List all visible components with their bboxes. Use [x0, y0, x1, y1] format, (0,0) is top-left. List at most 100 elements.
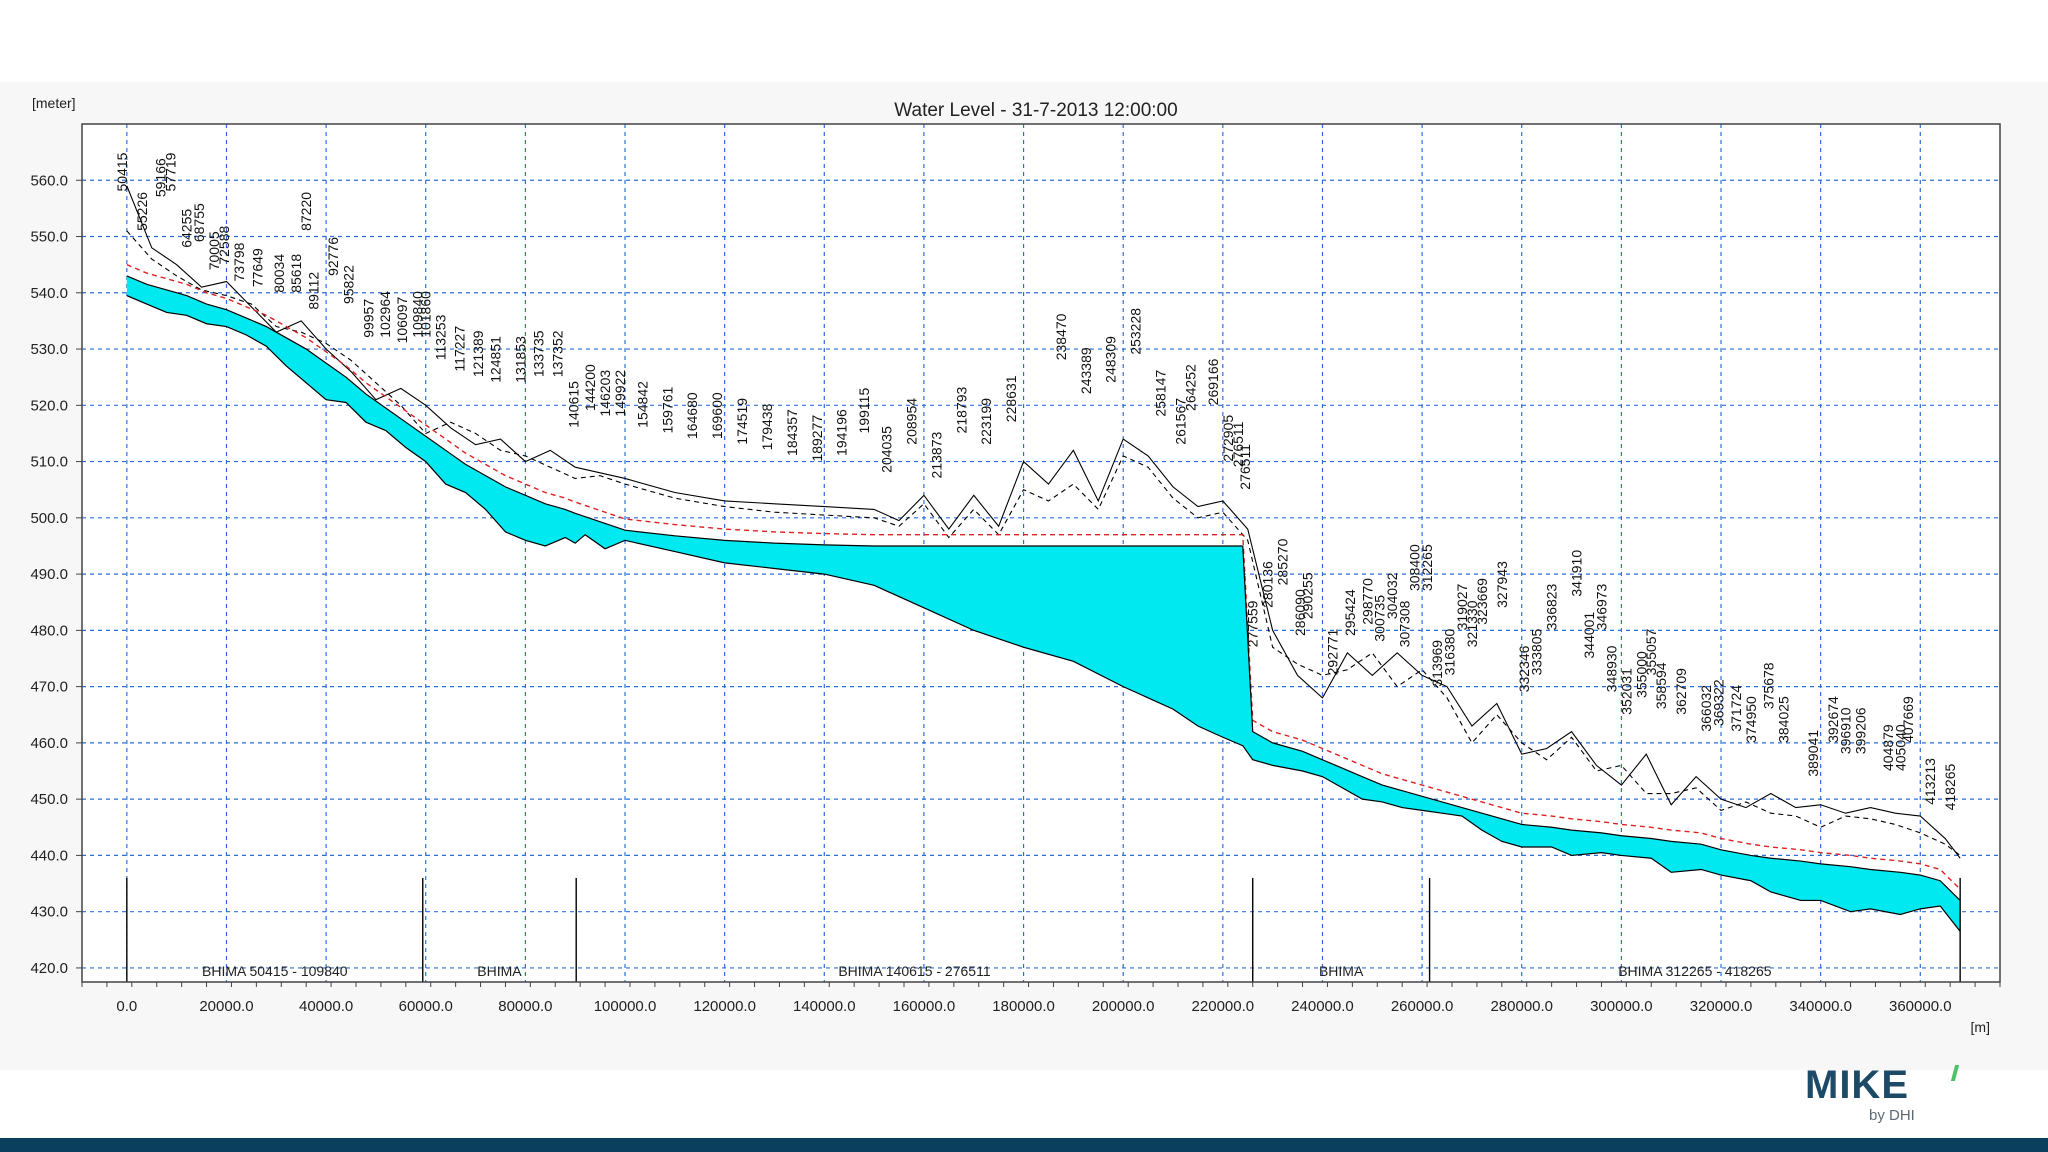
x-tick-label: 200000.0 [1092, 998, 1155, 1015]
chainage-label: 131853 [512, 336, 528, 383]
chainage-label: 101860 [418, 291, 434, 338]
chainage-label: 341910 [1569, 550, 1585, 597]
chainage-label: 184357 [784, 409, 800, 456]
chainage-label: 280136 [1260, 561, 1276, 608]
y-tick-label: 500.0 [30, 510, 68, 527]
chainage-label: 269166 [1205, 358, 1221, 405]
chainage-label: 399206 [1852, 707, 1868, 754]
chainage-label: 352031 [1618, 668, 1634, 715]
chainage-label: 374950 [1743, 696, 1759, 743]
chainage-label: 319027 [1454, 583, 1470, 630]
chainage-label: 218793 [953, 387, 969, 434]
y-tick-label: 490.0 [30, 566, 68, 583]
chainage-label: 405040 [1892, 724, 1908, 771]
chainage-label: 316380 [1441, 628, 1457, 675]
chainage-label: 164680 [684, 392, 700, 439]
chainage-label: 113253 [433, 314, 449, 360]
chainage-label: 194196 [834, 409, 850, 456]
chainage-label: 137352 [550, 330, 566, 377]
chainage-label: 312265 [1419, 544, 1435, 591]
chainage-label: 333805 [1529, 628, 1545, 675]
chainage-label: 80034 [271, 254, 287, 293]
chainage-label: 253228 [1128, 308, 1144, 355]
chainage-label: 308400 [1407, 544, 1423, 591]
water-level-line [126, 275, 1961, 901]
chainage-label: 213873 [928, 432, 944, 479]
y-tick-label: 480.0 [30, 622, 68, 639]
x-tick-label: 300000.0 [1590, 998, 1653, 1015]
water-surface [126, 275, 1961, 932]
x-tick-label: 0.0 [116, 998, 137, 1015]
chainage-label: 276511 [1230, 421, 1246, 467]
chainage-label: 371724 [1728, 685, 1744, 732]
branch-label: BHIMA 140615 - 276511 [838, 963, 991, 979]
chainage-label: 59166 [153, 158, 169, 197]
chainage-label: 117227 [452, 326, 468, 372]
chainage-label: 418265 [1942, 763, 1958, 810]
chainage-label: 50415 [114, 152, 130, 191]
chainage-label: 396910 [1838, 707, 1854, 754]
chainage-label: 169600 [709, 392, 725, 439]
y-tick-label: 530.0 [30, 341, 68, 358]
chainage-label: 208954 [903, 398, 919, 445]
chainage-label: 264252 [1182, 364, 1198, 411]
plot-border [81, 123, 2001, 983]
x-tick-label: 80000.0 [498, 998, 552, 1015]
y-tick-label: 550.0 [30, 229, 68, 246]
x-tick-label: 360000.0 [1889, 998, 1952, 1015]
chainage-label: 73798 [231, 242, 247, 281]
chainage-label: 307308 [1397, 600, 1413, 647]
chainage-label: 392674 [1825, 696, 1841, 743]
x-axis-label: [m] [1971, 1019, 1990, 1035]
x-tick-label: 320000.0 [1690, 998, 1753, 1015]
chainage-label: 64255 [179, 209, 195, 248]
y-tick-label: 540.0 [30, 285, 68, 302]
chainage-label: 389041 [1805, 730, 1821, 777]
chainage-label: 179438 [759, 403, 775, 450]
chainage-label: 228631 [1003, 375, 1019, 422]
chainage-label: 144200 [582, 364, 598, 411]
logo-subtext: by DHI [1869, 1107, 1915, 1124]
chainage-label: 154842 [634, 381, 650, 428]
chainage-label: 85618 [288, 254, 304, 293]
chart-text: Water Level - 31-7-2013 12:00:00 [meter]… [32, 95, 1990, 1035]
branch-label: BHIMA 312265 - 418265 [1618, 963, 1772, 979]
x-tick-label: 120000.0 [693, 998, 756, 1015]
chainage-label: 174519 [734, 398, 750, 445]
chainage-label: 68755 [191, 203, 207, 242]
left-bank-line [126, 185, 1961, 859]
chainage-label: 344001 [1581, 612, 1597, 659]
chainage-label: 295424 [1342, 589, 1358, 636]
chainage-label: 189277 [809, 415, 825, 462]
chainage-label: 199115 [856, 388, 872, 434]
x-tick-label: 160000.0 [893, 998, 956, 1015]
branch-label: BHIMA 50415 - 109840 [202, 963, 348, 979]
chainage-label: 109840 [410, 291, 426, 338]
y-tick-label: 470.0 [30, 679, 68, 696]
y-tick-label: 430.0 [30, 904, 68, 921]
chainage-label: 313969 [1429, 640, 1445, 687]
x-tick-label: 20000.0 [199, 998, 253, 1015]
chainage-label: 384025 [1775, 696, 1791, 743]
flood-level-line [126, 264, 1961, 890]
chainage-label: 87220 [298, 192, 314, 231]
logo-accent-mark [1950, 1065, 1960, 1081]
chainage-label: 146203 [597, 370, 613, 417]
chainage-label: 261567 [1172, 398, 1188, 445]
chainage-label: 327943 [1494, 561, 1510, 608]
x-tick-label: 280000.0 [1490, 998, 1553, 1015]
chainage-label: 102964 [377, 291, 393, 338]
y-tick-label: 560.0 [30, 172, 68, 189]
branch-label: BHIMA [477, 963, 522, 979]
chainage-label: 375678 [1760, 662, 1776, 709]
chart-title: Water Level - 31-7-2013 12:00:00 [894, 100, 1177, 121]
chainage-label: 140615 [566, 381, 582, 428]
chainage-label: 243389 [1078, 347, 1094, 394]
y-tick-label: 420.0 [30, 960, 68, 977]
chainage-label: 92776 [325, 237, 341, 276]
x-tick-label: 180000.0 [992, 998, 1055, 1015]
chainage-label: 70005 [206, 231, 222, 270]
series-lines [126, 185, 1961, 932]
chainage-label: 285270 [1275, 538, 1291, 585]
